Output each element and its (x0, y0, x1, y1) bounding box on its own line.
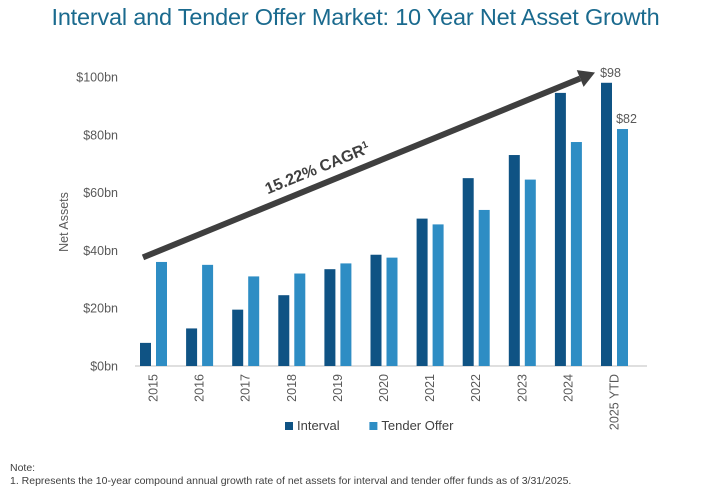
data-labels: $98 $82 (600, 66, 637, 126)
x-tick-label: 2023 (515, 374, 529, 402)
x-tick-label: 2025 YTD (608, 374, 622, 430)
cagr-arrow-head (576, 70, 595, 87)
bar-tender-offer-2021 (432, 224, 444, 366)
bar-tender-offer-2024 (570, 142, 582, 366)
x-tick-label: 2020 (377, 374, 391, 402)
bar-interval-2017 (232, 309, 244, 366)
bar-interval-2022 (462, 178, 474, 366)
y-tick-label: $0bn (90, 360, 118, 374)
x-tick-label: 2019 (331, 374, 345, 402)
bar-interval-2020 (370, 254, 382, 366)
bar-interval-2024 (554, 92, 566, 367)
legend-swatch-interval (285, 422, 293, 430)
y-tick-label: $20bn (83, 302, 118, 316)
bar-tender-offer-2015 (156, 261, 167, 366)
bar-interval-2021 (416, 218, 428, 366)
x-tick-label: 2015 (147, 374, 161, 402)
x-tick-label: 2018 (285, 374, 299, 402)
y-axis-label: Net Assets (57, 192, 71, 252)
data-label: $82 (616, 112, 637, 126)
bar-tender-offer-2020 (386, 257, 398, 366)
x-tick-label: 2022 (469, 374, 483, 402)
note-heading: Note: (10, 462, 36, 474)
bar-interval-2025-ytd (601, 82, 612, 366)
y-tick-label: $80bn (83, 128, 118, 142)
legend: Interval Tender Offer (285, 418, 454, 433)
y-tick-label: $60bn (83, 186, 118, 200)
x-tick-label: 2016 (193, 374, 207, 402)
chart-title: Interval and Tender Offer Market: 10 Yea… (51, 4, 660, 30)
bar-tender-offer-2018 (294, 273, 306, 366)
cagr-arrow-shaft (141, 75, 582, 261)
data-label: $98 (600, 66, 621, 80)
bar-tender-offer-2025-ytd (617, 129, 628, 366)
bar-tender-offer-2017 (248, 276, 260, 366)
bar-tender-offer-2019 (340, 263, 352, 366)
y-tick-label: $40bn (83, 244, 118, 258)
x-tick-label: 2017 (239, 374, 253, 402)
bar-tender-offer-2023 (524, 179, 536, 366)
bar-interval-2023 (508, 155, 520, 366)
legend-label-tender-offer: Tender Offer (381, 418, 454, 433)
note-footnote-1: 1. Represents the 10-year compound annua… (10, 475, 572, 487)
bar-interval-2015 (140, 342, 151, 366)
legend-label-interval: Interval (297, 418, 340, 433)
x-axis: 2015 2016 2017 2018 2019 2020 2021 2022 2023 2024… (147, 374, 622, 430)
y-axis: $0bn $20bn $40bn $60bn $80bn $100bn (76, 71, 118, 374)
bar-tender-offer-2016 (202, 264, 214, 366)
bar-interval-2018 (278, 295, 290, 366)
x-tick-label: 2024 (561, 374, 575, 402)
bars (140, 82, 628, 367)
bar-interval-2016 (186, 328, 198, 366)
bar-tender-offer-2022 (478, 209, 490, 366)
footnote-marker: 1 (360, 139, 370, 151)
legend-swatch-tender-offer (369, 422, 378, 430)
bar-interval-2019 (324, 269, 336, 366)
y-tick-label: $100bn (76, 71, 118, 85)
x-tick-label: 2021 (423, 374, 437, 402)
